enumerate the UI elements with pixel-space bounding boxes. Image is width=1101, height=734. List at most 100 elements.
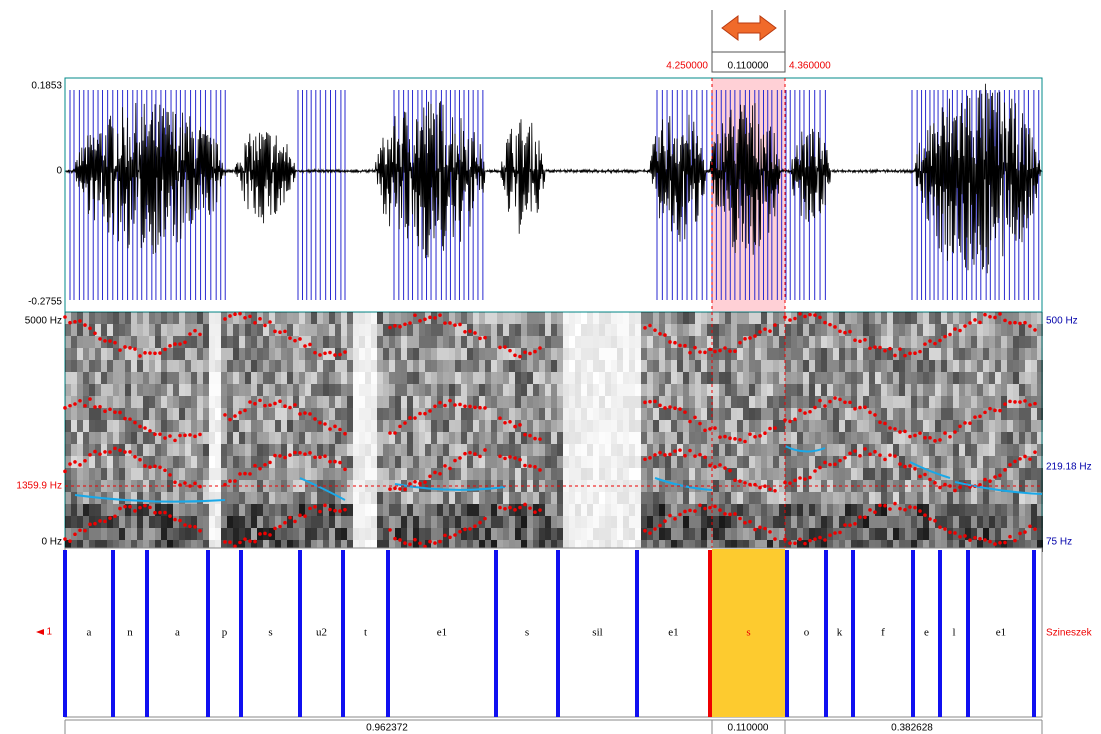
spectrogram-cell [491,468,497,480]
spectrogram-cell [629,348,635,360]
interval-label[interactable]: a [175,627,180,639]
interval-label[interactable]: s [268,627,272,639]
spectrogram-cell [749,372,755,384]
spectrogram-cell [233,492,239,504]
formant-point [768,427,772,431]
formant-point [453,323,457,327]
spectrogram-cell [143,396,149,408]
spectrogram-cell [803,456,809,468]
spectrogram-cell [857,372,863,384]
spectrogram-cell [335,324,341,336]
spectrogram-cell [767,444,773,456]
spectrogram-cell [215,396,221,408]
spectrogram-cell [971,492,977,504]
spectrogram-cell [65,420,71,432]
formant-point [858,454,862,458]
spectrogram-cell [227,420,233,432]
interval-label[interactable]: u2 [316,627,327,639]
spectrogram-cell [323,528,329,540]
formant-point [1008,463,1012,467]
spectrogram-cell [479,372,485,384]
interval-label[interactable]: p [222,627,228,639]
interval-label[interactable]: l [952,627,955,639]
spectrogram-cell [311,444,317,456]
spectrogram-cell [347,408,353,420]
spectrogram-cell [395,384,401,396]
spectrogram-cell [569,420,575,432]
spectrogram-cell [863,504,869,516]
spectrogram-cell [917,420,923,432]
formant-point [83,323,87,327]
tier-name[interactable]: Szineszek [1046,628,1093,639]
spectrogram-cell [155,384,161,396]
interval-label[interactable]: sil [592,627,602,639]
formant-point [868,411,872,415]
spectrogram-cell [239,432,245,444]
spectrogram-cell [713,420,719,432]
spectrogram-cell [179,372,185,384]
spectrogram-cell [233,456,239,468]
spectrogram-cell [605,444,611,456]
spectrogram-cell [545,528,551,540]
interval-label[interactable]: k [837,627,843,639]
tier-pointer[interactable] [36,629,44,635]
spectrogram-cell [803,396,809,408]
spectrogram-cell [605,492,611,504]
spectrogram-cell [77,492,83,504]
selection-duration: 0.110000 [728,61,769,72]
formant-point [118,411,122,415]
spectrogram-cell [965,408,971,420]
spectrogram-cell [197,336,203,348]
spectrogram-cell [359,528,365,540]
spectrogram-cell [551,336,557,348]
interval-label[interactable]: e1 [996,627,1006,639]
spectrogram-cell [947,336,953,348]
spectrogram-cell [629,492,635,504]
praat-editor: anapsu2te1ssile1sokfele1 4.250000 0.1100… [0,0,1101,734]
spectrogram-cell [593,492,599,504]
spectrogram-cell [1001,504,1007,516]
spectrogram-cell [797,384,803,396]
spectrogram-cell [875,468,881,480]
interval-label[interactable]: e1 [668,627,678,639]
spectrogram-cell [221,516,227,528]
formant-point [113,514,117,518]
spectrogram-cell [71,516,77,528]
formant-point [223,317,227,321]
formant-point [448,535,452,539]
formant-point [938,525,942,529]
spectrogram-cell [857,432,863,444]
spectrogram-cell [875,432,881,444]
interval-label[interactable]: f [881,627,885,639]
interval-label[interactable]: s [525,627,529,639]
formant-point [288,516,292,520]
spectrogram-cell [647,360,653,372]
interval-label[interactable]: s [746,627,750,639]
interval-label[interactable]: e [924,627,929,639]
spectrogram-cell [371,336,377,348]
interval-label[interactable]: n [127,627,133,639]
spectrogram-cell [497,528,503,540]
interval-label[interactable]: a [87,627,92,639]
spectrogram-cell [785,384,791,396]
formant-point [818,399,822,403]
formant-point [478,337,482,341]
spectrogram-cell [557,420,563,432]
spectrogram-cell [485,372,491,384]
spectrogram-cell [953,396,959,408]
formant-point [293,520,297,524]
formant-point [128,450,132,454]
formant-point [183,523,187,527]
spectrogram-cell [785,456,791,468]
interval-label[interactable]: e1 [437,627,447,639]
interval-label[interactable]: o [804,627,810,639]
spectrogram-cell [323,456,329,468]
formant-point [883,349,887,353]
interval-label[interactable]: t [364,627,367,639]
formant-point [928,436,932,440]
selection-arrow[interactable] [722,16,776,40]
spectrogram-cell [419,504,425,516]
spectrogram-cell [263,516,269,528]
formant-point [343,432,347,436]
spectrogram-cell [1031,336,1037,348]
